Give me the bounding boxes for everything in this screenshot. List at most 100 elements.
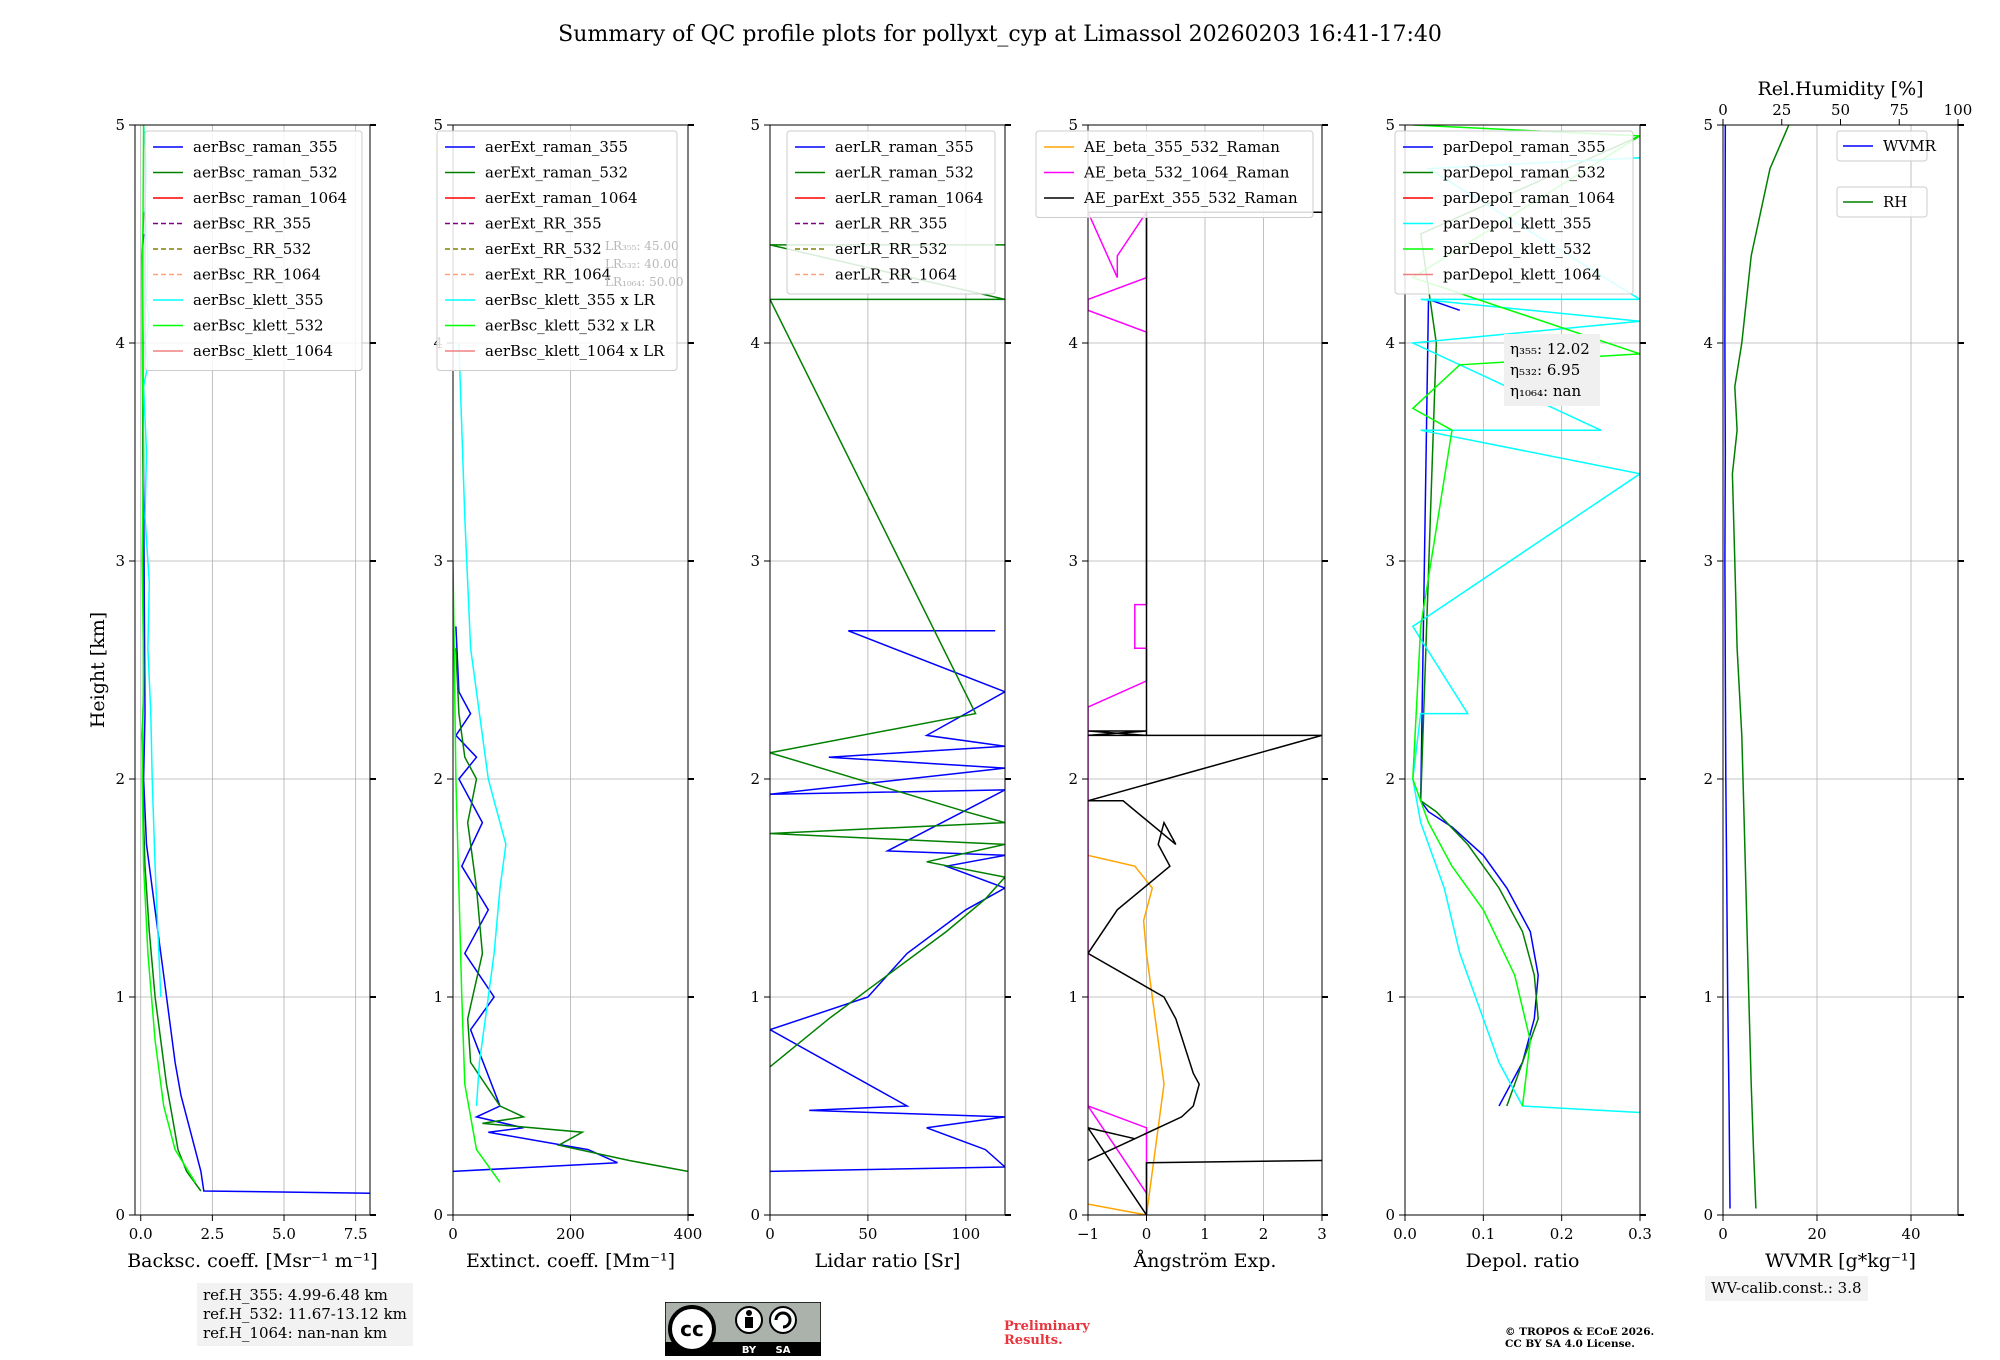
ref-h-355: ref.H_355: 4.99-6.48 km: [203, 1286, 388, 1304]
share-alike-icon: [774, 1311, 792, 1329]
depol-eta-value: η₁₀₆₄: nan: [1510, 382, 1581, 400]
y-tick-label: 5: [1385, 116, 1395, 134]
x-tick-label: −1: [1077, 1225, 1099, 1243]
lr-annotation: LR₅₃₂: 40.00: [605, 257, 679, 271]
top-x-axis-label: Rel.Humidity [%]: [1757, 78, 1923, 100]
y-tick-label: 4: [750, 334, 760, 352]
legend-bsc: aerBsc_raman_355 aerBsc_raman_532 aerBsc_r…: [144, 130, 363, 371]
series-aerBsc_klett_532 x LR: [453, 560, 501, 1183]
top-x-tick-label: 50: [1831, 101, 1850, 119]
x-tick-label: 5.0: [272, 1225, 296, 1243]
series-AE_parExt_355_532_Raman: [1088, 211, 1322, 1215]
figure-title: Summary of QC profile plots for pollyxt_…: [558, 22, 1442, 47]
wv-calibration-box: WV-calib.const.: 3.8: [1705, 1276, 1868, 1301]
top-x-tick-label: 75: [1890, 101, 1909, 119]
legend-label: aerExt_raman_1064: [485, 189, 638, 207]
legend-depol: parDepol_raman_355 parDepol_raman_532 parD…: [1394, 130, 1634, 295]
x-tick-label: 200: [556, 1225, 585, 1243]
x-tick-label: 50: [858, 1225, 877, 1243]
x-axis-label: Ångström Exp.: [1133, 1250, 1277, 1272]
x-axis-label: WVMR [g*kg⁻¹]: [1765, 1250, 1916, 1272]
y-tick-label: 2: [433, 770, 443, 788]
lr-annotation: LR₁₀₆₄: 50.00: [605, 275, 683, 289]
y-tick-label: 1: [433, 988, 443, 1006]
series-aerBsc_klett_355 x LR: [458, 342, 507, 1107]
x-axis-label: Backsc. coeff. [Msr⁻¹ m⁻¹]: [127, 1250, 378, 1272]
by-text: BY: [742, 1345, 757, 1356]
y-tick-label: 0: [1703, 1206, 1713, 1224]
y-tick-label: 5: [1068, 116, 1078, 134]
x-tick-label: 40: [1901, 1225, 1920, 1243]
series-aerBsc_raman_355: [141, 233, 370, 1194]
axes-frame: [134, 124, 371, 1216]
depol-eta-value: η₃₅₅: 12.02: [1510, 340, 1590, 358]
reference-height-box: ref.H_355: 4.99-6.48 km ref.H_532: 11.67…: [197, 1283, 413, 1346]
y-tick-label: 2: [115, 770, 125, 788]
y-tick-label: 2: [1068, 770, 1078, 788]
panel-lr: 0 50 100 0 1 2 3 4 5 Lidar ratio [Sr] aerLR_raman_…: [750, 116, 1011, 1272]
y-tick-label: 3: [1385, 552, 1395, 570]
legend-label: aerLR_raman_355: [835, 138, 974, 156]
legend-label: aerExt_raman_355: [485, 138, 628, 156]
y-tick-label: 2: [750, 770, 760, 788]
y-tick-label: 4: [1385, 334, 1395, 352]
legend-label: aerExt_RR_355: [485, 215, 602, 233]
depol-eta-box: [1504, 334, 1600, 406]
y-tick-label: 5: [1703, 116, 1713, 134]
legend-label: aerLR_raman_1064: [835, 189, 983, 207]
x-tick-label: 0.2: [1550, 1225, 1574, 1243]
legend-label: WVMR: [1883, 137, 1937, 155]
legend-box: [1035, 130, 1314, 218]
sa-text: SA: [776, 1345, 791, 1356]
legend-label: aerLR_RR_532: [835, 240, 947, 258]
x-tick-label: 100: [952, 1225, 981, 1243]
legend-ae: AE_beta_355_532_Raman AE_beta_532_1064_Ra…: [1035, 130, 1314, 218]
legend-label: aerBsc_klett_1064 x LR: [485, 342, 665, 360]
x-tick-label: 0: [1718, 1225, 1728, 1243]
y-tick-label: 0: [115, 1206, 125, 1224]
legend-box: [786, 130, 996, 295]
preliminary-line-1: Preliminary: [1004, 1319, 1090, 1334]
series-parDepol_klett_355: [1409, 156, 1640, 1114]
series-aerExt_raman_532: [455, 648, 688, 1173]
legend-lr: aerLR_raman_355 aerLR_raman_532 aerLR_rama…: [786, 130, 996, 295]
x-tick-label: 3: [1317, 1225, 1327, 1243]
series-aerBsc_klett_532: [141, 125, 196, 1183]
top-x-tick-label: 0: [1718, 101, 1728, 119]
y-tick-label: 1: [1385, 988, 1395, 1006]
axes-frame: [1087, 124, 1323, 1216]
legend-box: [1394, 130, 1634, 295]
y-tick-label: 1: [750, 988, 760, 1006]
cc-by-sa-logo: cc BY SA: [665, 1302, 821, 1356]
y-tick-label: 0: [1068, 1206, 1078, 1224]
legend-label: aerBsc_klett_355 x LR: [485, 291, 656, 309]
y-tick-label: 0: [433, 1206, 443, 1224]
panel-bsc: 0.0 2.5 5.0 7.5 0 1 2 3 4 5 Backsc. coeff. [Msr⁻¹ …: [115, 116, 377, 1272]
ref-h-532: ref.H_532: 11.67-13.12 km: [203, 1305, 407, 1323]
x-tick-label: 0: [765, 1225, 775, 1243]
copyright-line-2: CC BY SA 4.0 License.: [1505, 1338, 1635, 1350]
legend-label: aerLR_RR_355: [835, 215, 947, 233]
legend-label: aerBsc_RR_355: [193, 215, 311, 233]
y-tick-label: 5: [433, 116, 443, 134]
y-tick-label: 5: [115, 116, 125, 134]
y-tick-label: 4: [1703, 334, 1713, 352]
series-WVMR: [1724, 125, 1731, 1209]
top-x-tick-label: 25: [1772, 101, 1791, 119]
axes-frame: [1722, 124, 1959, 1216]
series-AE_beta_355_532_Raman: [1088, 854, 1165, 1215]
legend-label: AE_parExt_355_532_Raman: [1083, 189, 1298, 207]
x-axis-label: Depol. ratio: [1466, 1250, 1580, 1272]
series-parDepol_klett_532: [1411, 125, 1640, 1107]
axes-frame: [1404, 124, 1641, 1216]
legend-label: aerLR_RR_1064: [835, 266, 957, 284]
series-AE_beta_532_1064_Raman: [1088, 209, 1148, 1196]
legend-label: parDepol_raman_532: [1443, 164, 1606, 182]
y-axis-label: Height [km]: [87, 612, 109, 728]
y-tick-label: 3: [1703, 552, 1713, 570]
series-aerLR_raman_532: [770, 244, 1005, 1068]
legend-ext: aerExt_raman_355 aerExt_raman_532 aerExt_r…: [436, 130, 678, 371]
legend-label: aerBsc_RR_532: [193, 240, 311, 258]
